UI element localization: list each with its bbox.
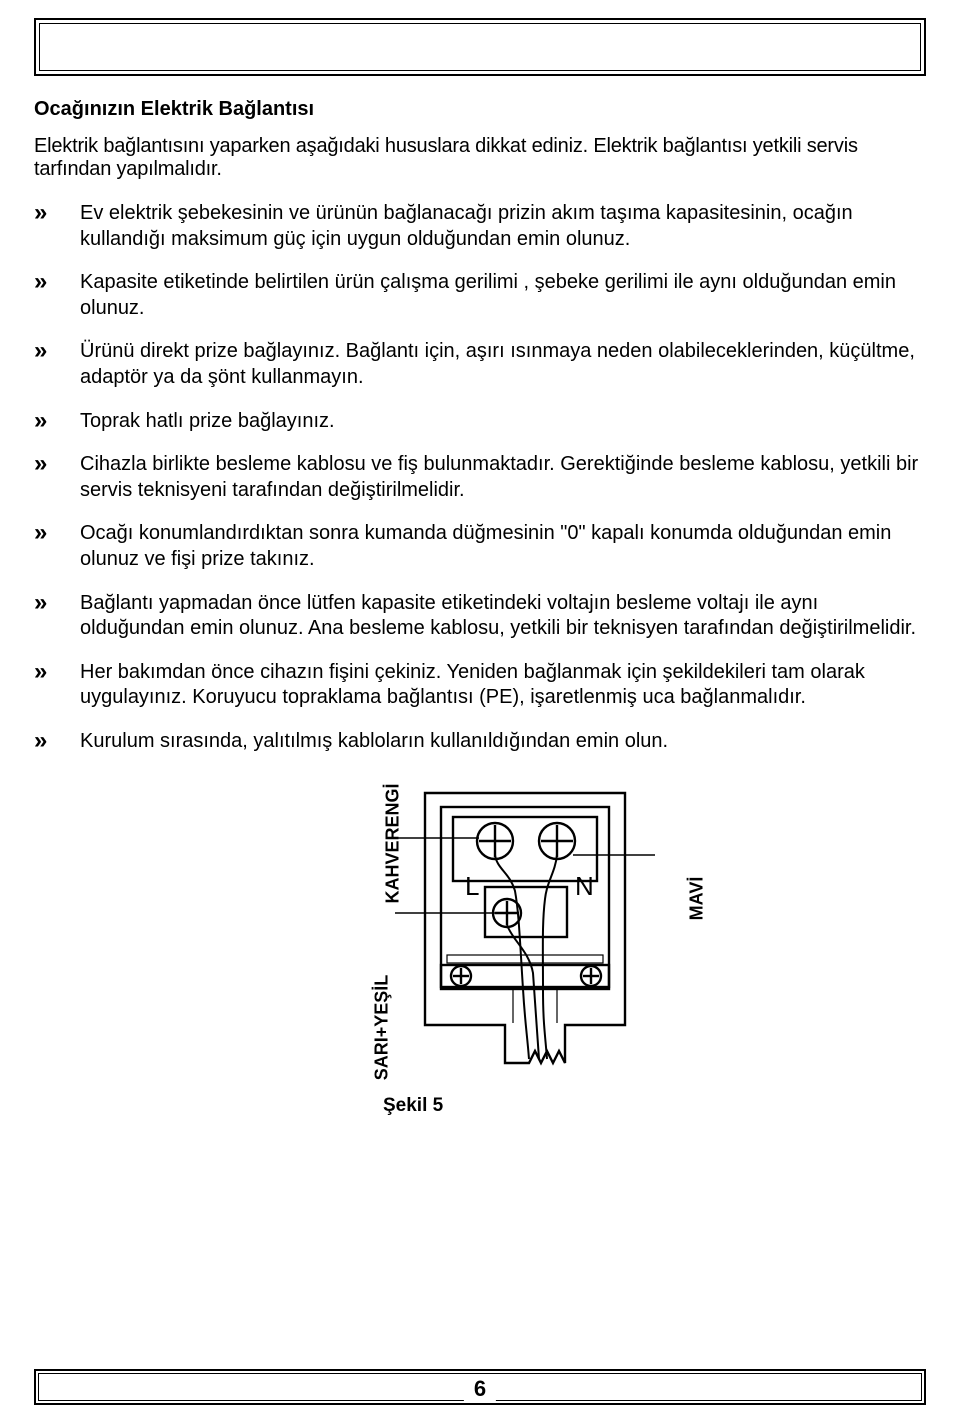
page-title: Ocağınızın Elektrik Bağlantısı — [34, 98, 926, 121]
bullet-text: Toprak hatlı prize bağlayınız. — [80, 409, 926, 435]
bullet-item: » Kurulum sırasında, yalıtılmış kablolar… — [34, 729, 926, 755]
bullet-list: » Ev elektrik şebekesinin ve ürünün bağl… — [34, 201, 926, 755]
bullet-item: » Bağlantı yapmadan önce lütfen kapasite… — [34, 591, 926, 642]
bullet-text: Ocağı konumlandırdıktan sonra kumanda dü… — [80, 521, 926, 572]
double-chevron-icon: » — [34, 201, 80, 225]
wire-label-earth: SARI+YEŞİL — [371, 974, 392, 1080]
bullet-item: » Her bakımdan önce cihazın fişini çekin… — [34, 660, 926, 711]
wire-label-blue: MAVİ — [687, 876, 708, 920]
wiring-diagram: KAHVERENGİ MAVİ SARI+YEŞİL — [335, 773, 655, 1117]
figure-caption: Şekil 5 — [383, 1095, 655, 1117]
double-chevron-icon: » — [34, 729, 80, 753]
figure-container: KAHVERENGİ MAVİ SARI+YEŞİL — [34, 773, 926, 1117]
bullet-text: Bağlantı yapmadan önce lütfen kapasite e… — [80, 591, 926, 642]
double-chevron-icon: » — [34, 591, 80, 615]
page-root: Ocağınızın Elektrik Bağlantısı Elektrik … — [0, 0, 960, 1409]
bullet-item: » Toprak hatlı prize bağlayınız. — [34, 409, 926, 435]
double-chevron-icon: » — [34, 521, 80, 545]
double-chevron-icon: » — [34, 660, 80, 684]
terminal-block-icon: L N — [395, 773, 655, 1093]
bullet-text: Her bakımdan önce cihazın fişini çekiniz… — [80, 660, 926, 711]
footer-frame-inner: 6 — [38, 1373, 922, 1401]
terminal-L-label: L — [465, 871, 479, 901]
footer-frame-outer: 6 — [34, 1369, 926, 1405]
double-chevron-icon: » — [34, 339, 80, 363]
double-chevron-icon: » — [34, 409, 80, 433]
bullet-text: Kapasite etiketinde belirtilen ürün çalı… — [80, 270, 926, 321]
bullet-item: » Ocağı konumlandırdıktan sonra kumanda … — [34, 521, 926, 572]
bullet-item: » Ürünü direkt prize bağlayınız. Bağlant… — [34, 339, 926, 390]
bullet-text: Ev elektrik şebekesinin ve ürünün bağlan… — [80, 201, 926, 252]
bullet-item: » Ev elektrik şebekesinin ve ürünün bağl… — [34, 201, 926, 252]
double-chevron-icon: » — [34, 452, 80, 476]
header-frame-outer — [34, 18, 926, 76]
bullet-text: Kurulum sırasında, yalıtılmış kabloların… — [80, 729, 926, 755]
bullet-item: » Cihazla birlikte besleme kablosu ve fi… — [34, 452, 926, 503]
page-number: 6 — [464, 1376, 496, 1402]
intro-text: Elektrik bağlantısını yaparken aşağıdaki… — [34, 135, 926, 181]
header-frame-inner — [39, 23, 921, 71]
bullet-text: Ürünü direkt prize bağlayınız. Bağlantı … — [80, 339, 926, 390]
terminal-N-label: N — [575, 871, 594, 901]
wire-label-brown: KAHVERENGİ — [383, 783, 404, 903]
bullet-text: Cihazla birlikte besleme kablosu ve fiş … — [80, 452, 926, 503]
double-chevron-icon: » — [34, 270, 80, 294]
bullet-item: » Kapasite etiketinde belirtilen ürün ça… — [34, 270, 926, 321]
